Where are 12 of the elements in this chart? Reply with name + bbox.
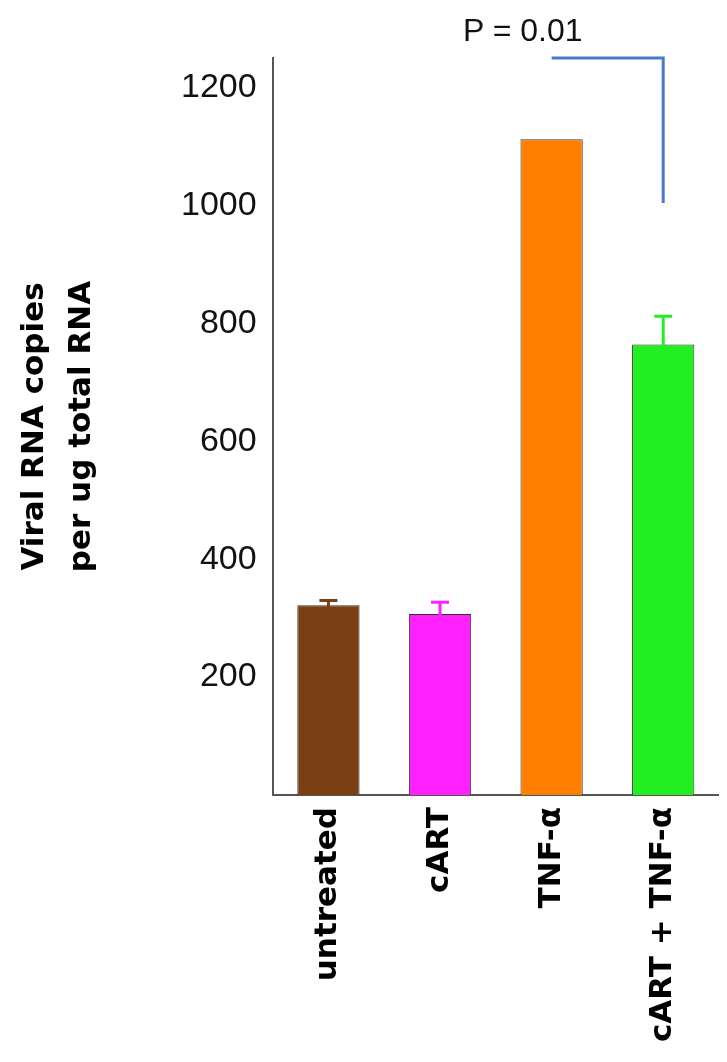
x-tick-label: untreated xyxy=(307,806,344,982)
y-tick-label: 800 xyxy=(199,301,257,340)
y-tick-label: 1200 xyxy=(181,65,257,104)
text: P = 0.01 xyxy=(463,12,583,49)
y-tick-label: 600 xyxy=(199,419,257,458)
y-axis-title: Viral RNA copies per ug total RNA xyxy=(14,280,97,573)
y-tick-label: 1000 xyxy=(181,183,257,222)
x-tick-label: TNF-α xyxy=(530,806,567,909)
x-tick-label: cART xyxy=(419,806,456,893)
y-tick-label: 200 xyxy=(199,655,257,694)
y-tick-label: 400 xyxy=(199,537,257,576)
x-tick-label: cART + TNF-α xyxy=(642,806,679,1042)
